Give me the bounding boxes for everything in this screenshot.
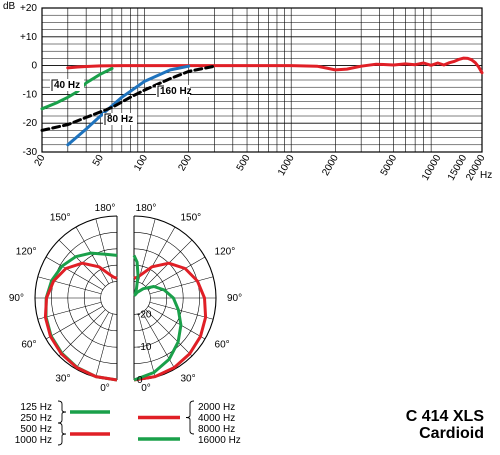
polar-radial-label: -10 — [137, 342, 152, 353]
fr-annotation-box — [50, 79, 84, 91]
fr-series-line — [40, 64, 216, 132]
polar-spoke-right — [148, 305, 206, 340]
fr-series-line — [40, 67, 114, 111]
polar-curve-right — [132, 254, 183, 382]
polar-labels: 180° 180° 150° 150° 120° 120° 90° 90° 60° 60° 30° 3… — [9, 203, 242, 394]
legend-freq-label: 2000 Hz — [198, 402, 235, 413]
fr-ylabel: dB — [3, 1, 16, 12]
polar-spoke-left — [45, 256, 103, 291]
polar-spoke-left — [95, 218, 114, 283]
legend-brace — [57, 422, 67, 446]
polar-spoke-right — [145, 309, 193, 357]
polar-spoke-right — [148, 256, 206, 291]
polar-angle-label-right: 180° — [136, 203, 157, 214]
polar-angle-label-right: 120° — [215, 247, 236, 258]
fr-ytick-label: -20 — [23, 118, 38, 129]
fr-ytick-label: 0 — [31, 61, 37, 72]
polar-spoke-left — [75, 226, 110, 284]
model-name: C 414 XLS — [405, 408, 484, 425]
fr-xtick-label: 10000 — [420, 153, 444, 183]
polar-spoke-right — [137, 313, 156, 378]
polar-spoke-left — [37, 276, 102, 295]
polar-spoke-left — [58, 309, 106, 357]
model-caption: C 414 XLS Cardioid — [406, 408, 484, 442]
fr-xtick-label: 50 — [91, 153, 106, 169]
polar-pattern-name: Cardioid — [419, 425, 484, 442]
legend-brace — [57, 400, 67, 424]
fr-frame — [41, 7, 483, 153]
legend-brace — [185, 400, 195, 435]
polar-spoke-right — [141, 312, 176, 370]
fr-series — [40, 56, 484, 147]
polar-spoke-right — [149, 276, 214, 295]
polar-pattern-chart: 180° 180° 150° 150° 120° 120° 90° 90° 60° 60° 30° 3… — [9, 203, 242, 394]
polar-radial-label: 0 — [137, 375, 143, 386]
polar-angle-label-right: 60° — [215, 340, 230, 351]
fr-grid — [41, 7, 483, 153]
legend-freq-label: 8000 Hz — [198, 424, 235, 435]
polar-angle-label-right: 30° — [181, 374, 196, 385]
fr-annotation-label: 80 Hz — [107, 114, 133, 125]
polar-angle-label-left: 60° — [21, 340, 36, 351]
legend-freq-label: 125 Hz — [20, 402, 52, 413]
polar-angle-label-right: 0° — [141, 383, 151, 394]
polar-angle-label-left: 30° — [55, 374, 70, 385]
fr-annotation-label: 160 Hz — [160, 86, 192, 97]
fr-annotation-box — [103, 113, 137, 125]
polar-series — [43, 251, 208, 382]
polar-spoke-left — [45, 305, 103, 340]
fr-xtick-label: 5000 — [379, 153, 400, 178]
fr-ytick-label: -30 — [23, 147, 38, 158]
fr-annotation-bracket — [51, 79, 58, 91]
polar-curve-left — [43, 261, 118, 382]
legend-freq-label: 250 Hz — [20, 413, 52, 424]
polar-grid — [34, 215, 217, 381]
fr-ytick-label: +20 — [20, 3, 37, 14]
polar-spoke-left — [75, 312, 110, 370]
polar-angle-label-left: 150° — [50, 212, 71, 223]
polar-spoke-right — [149, 301, 214, 320]
polar-angle-label-right: 150° — [181, 212, 202, 223]
polar-spoke-right — [141, 226, 176, 284]
legend-freq-label: 1000 Hz — [15, 435, 52, 446]
polar-angle-label-right: 90° — [227, 293, 242, 304]
frequency-response-chart: +20 +10 0 -10 -20 -30 dB 20 50 100 200 500 1000 2000 5… — [3, 1, 492, 183]
polar-angle-label-left: 120° — [16, 247, 37, 258]
fr-annotations: 40 Hz 80 Hz 160 Hz — [50, 79, 192, 125]
polar-spoke-left — [95, 313, 114, 378]
fr-xunit: Hz — [480, 170, 492, 181]
polar-angle-label-left: 90° — [9, 293, 24, 304]
fr-annotation-bracket — [104, 113, 111, 125]
fr-series-line — [66, 56, 484, 75]
fr-ytick-label: +10 — [20, 32, 37, 43]
polar-radial-label: -20 — [137, 309, 152, 320]
fr-xtick-label: 500 — [235, 153, 253, 173]
fr-xtick-label: 20 — [33, 153, 48, 169]
legend-freq-label: 16000 Hz — [198, 435, 241, 446]
polar-curve-right — [133, 261, 208, 382]
fr-series-line — [66, 64, 191, 147]
legend-freq-label: 500 Hz — [20, 424, 52, 435]
polar-spoke-right — [137, 218, 156, 283]
polar-spoke-left — [37, 301, 102, 320]
fr-xtick-label: 100 — [132, 153, 150, 173]
fr-annotation-label: 40 Hz — [54, 80, 80, 91]
fr-xtick-label: 2000 — [320, 153, 341, 178]
polar-ring-left — [100, 281, 118, 315]
fr-ytick-label: -10 — [23, 89, 38, 100]
polar-angle-label-left: 0° — [100, 383, 110, 394]
polar-angle-label-left: 180° — [95, 203, 116, 214]
fr-xtick-label: 1000 — [276, 153, 297, 178]
fr-xtick-label: 200 — [176, 153, 194, 173]
fr-annotation-bracket — [157, 85, 164, 97]
fr-annotation-box — [156, 85, 190, 97]
legend-freq-label: 4000 Hz — [198, 413, 235, 424]
